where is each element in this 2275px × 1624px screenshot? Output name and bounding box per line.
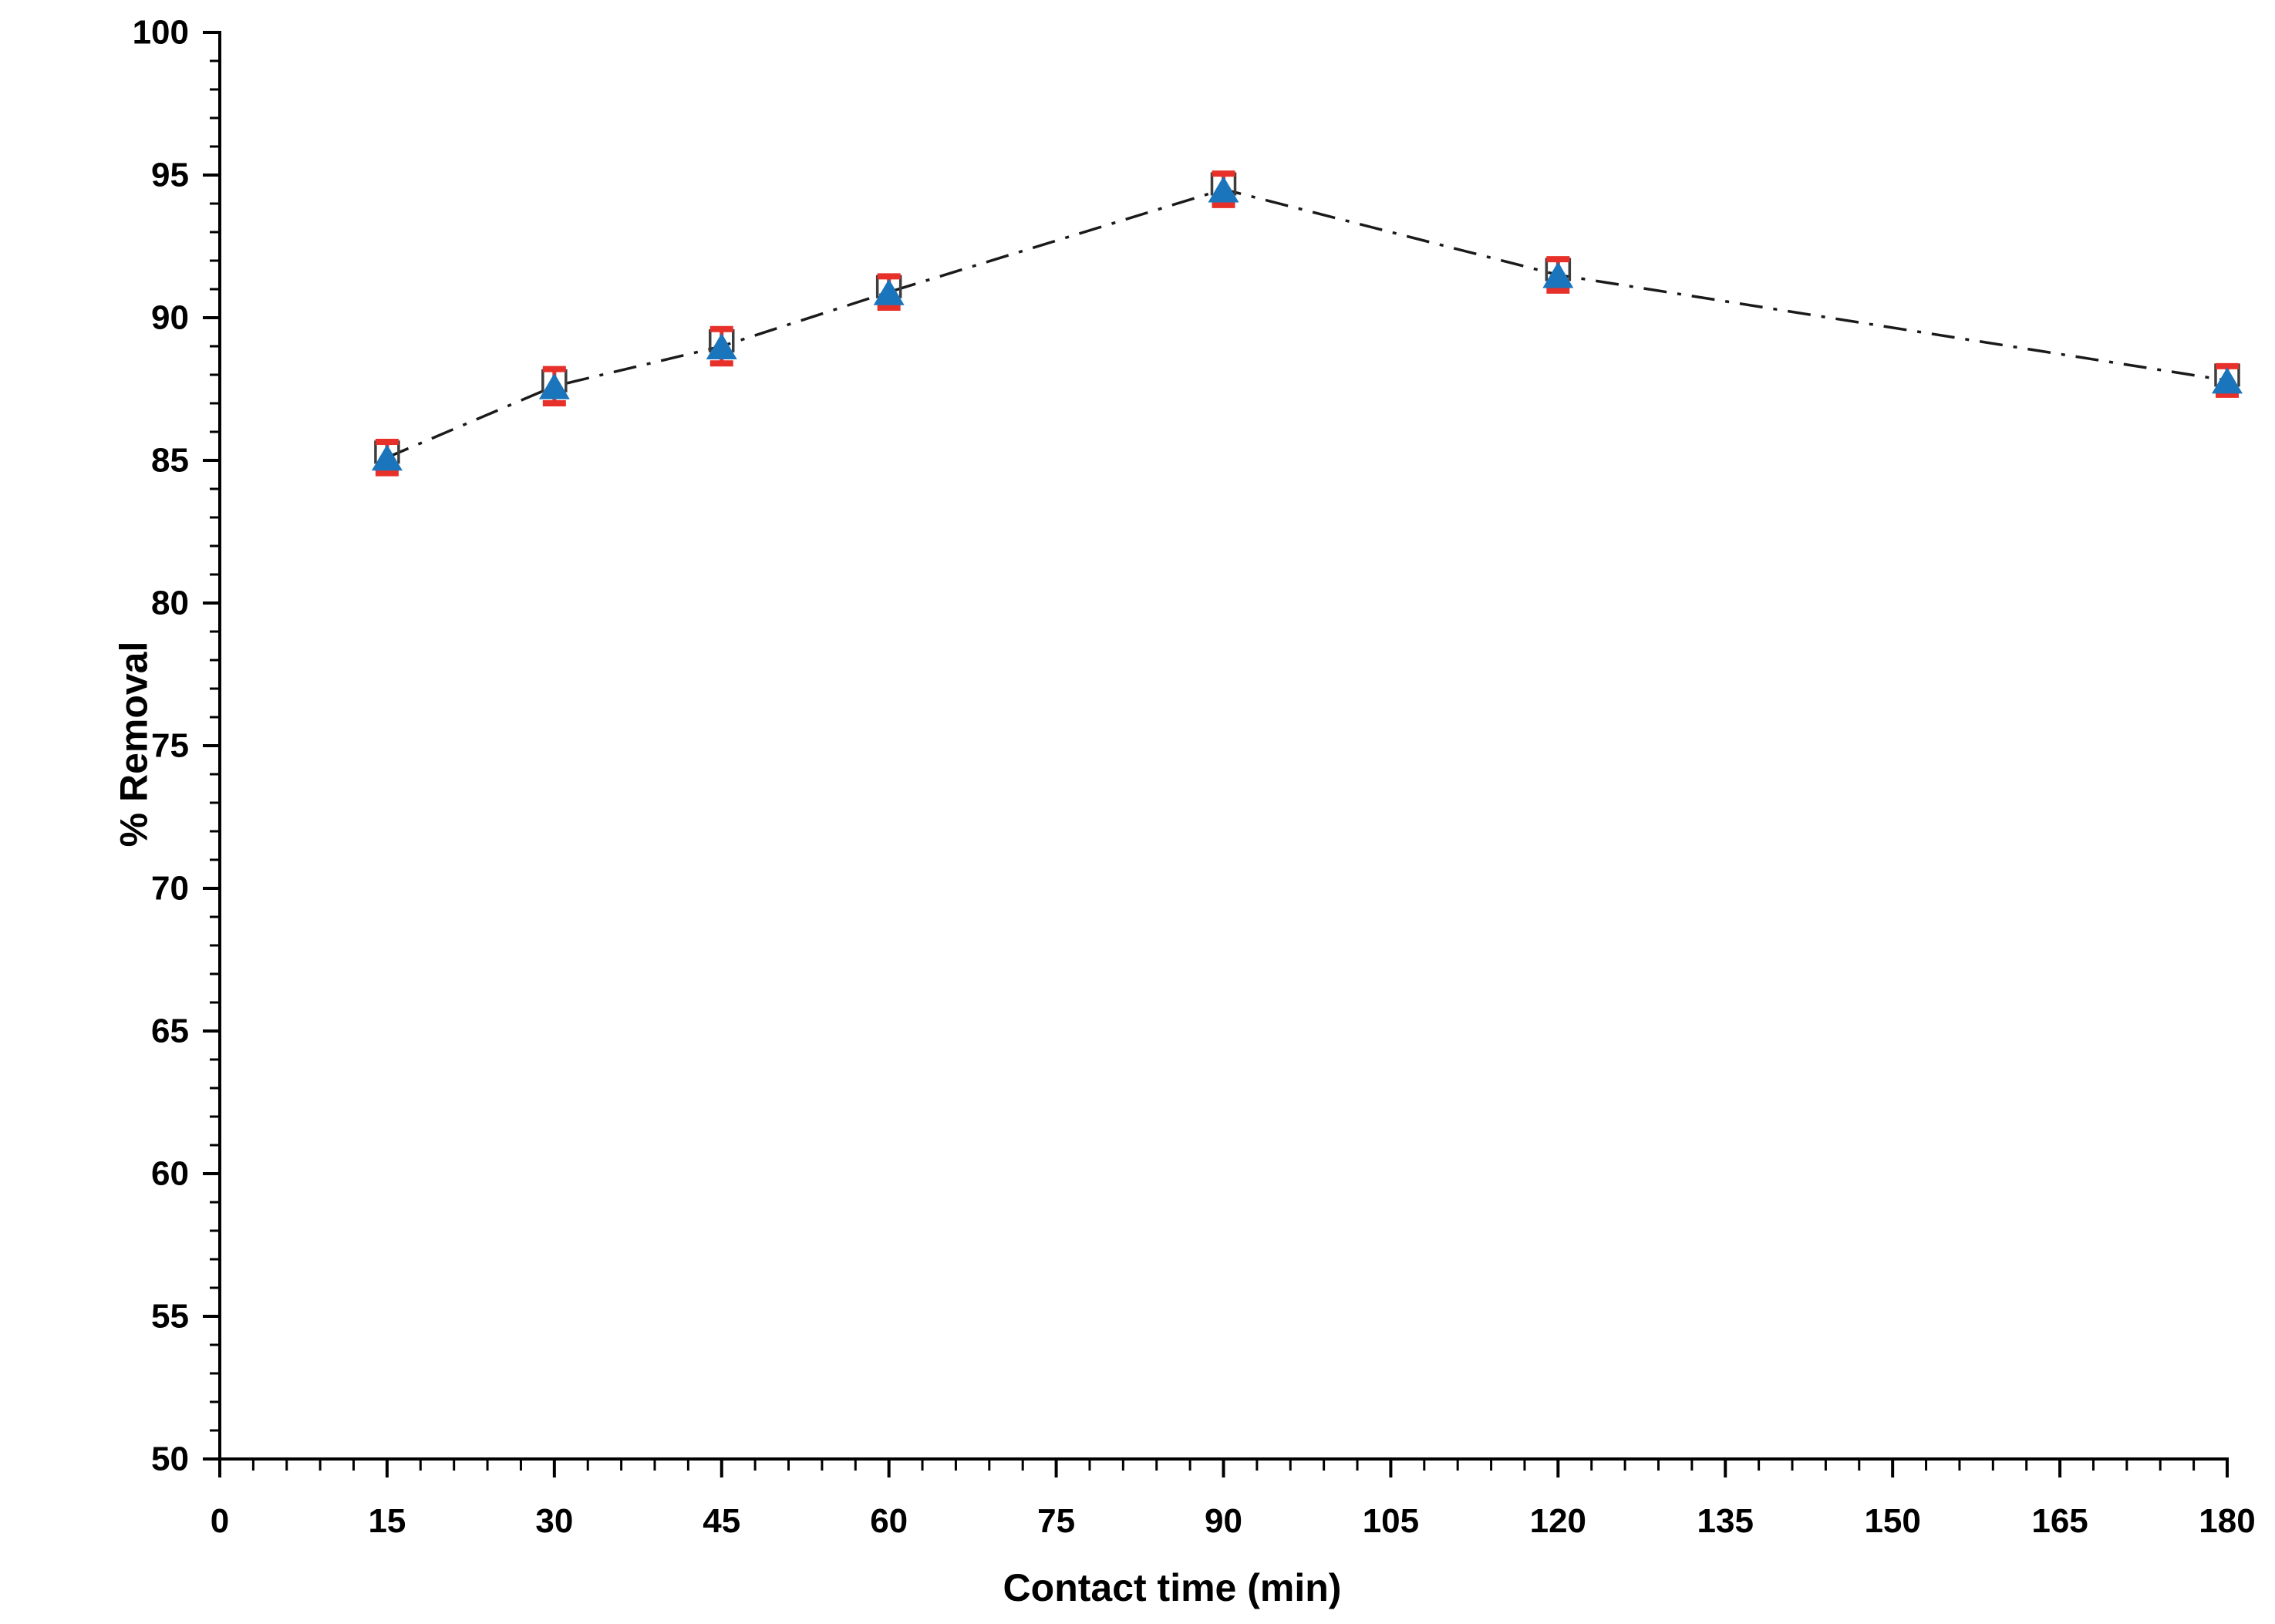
x-tick-label: 30 [535,1502,573,1540]
x-tick-label: 15 [368,1502,406,1540]
y-tick-label: 85 [151,442,189,480]
x-tick-label: 180 [2199,1502,2255,1540]
y-axis-title: % Removal [112,641,156,847]
x-tick-label: 135 [1697,1502,1754,1540]
x-tick-label: 45 [703,1502,740,1540]
y-axis-ticks [203,31,220,1461]
x-tick-label: 150 [1864,1502,1920,1540]
y-tick-label: 75 [151,727,189,765]
data-point-marker [371,444,403,471]
y-axis-tick-labels: 50 55 60 65 70 75 80 85 90 95 100 [133,14,189,1478]
data-point-marker [1542,261,1574,288]
data-point-marker [1208,176,1239,203]
data-point-marker [538,372,570,399]
x-tick-label: 120 [1530,1502,1586,1540]
y-tick-label: 65 [151,1012,189,1050]
x-axis-tick-labels: 0 15 30 45 60 75 90 105 120 135 150 165 180 [211,1502,2256,1540]
y-tick-label: 100 [133,14,189,52]
y-tick-label: 90 [151,299,189,337]
data-series-line [386,187,2228,459]
y-tick-label: 60 [151,1155,189,1193]
y-tick-label: 55 [151,1298,189,1336]
x-tick-label: 105 [1363,1502,1419,1540]
x-tick-label: 60 [870,1502,908,1540]
axes [218,31,2229,1461]
data-point-markers [371,176,2243,471]
x-axis-ticks [218,1459,2229,1477]
x-axis-title: Contact time (min) [1003,1566,1342,1609]
x-tick-label: 0 [211,1502,229,1540]
data-point-marker [2212,367,2243,394]
y-tick-label: 70 [151,870,189,908]
y-tick-label: 95 [151,157,189,194]
x-tick-label: 75 [1037,1502,1075,1540]
data-point-marker [873,278,905,305]
x-tick-label: 90 [1205,1502,1242,1540]
data-point-marker [706,333,737,359]
y-tick-label: 80 [151,585,189,622]
x-tick-label: 165 [2031,1502,2088,1540]
y-tick-label: 50 [151,1440,189,1478]
error-bars [374,170,2240,477]
